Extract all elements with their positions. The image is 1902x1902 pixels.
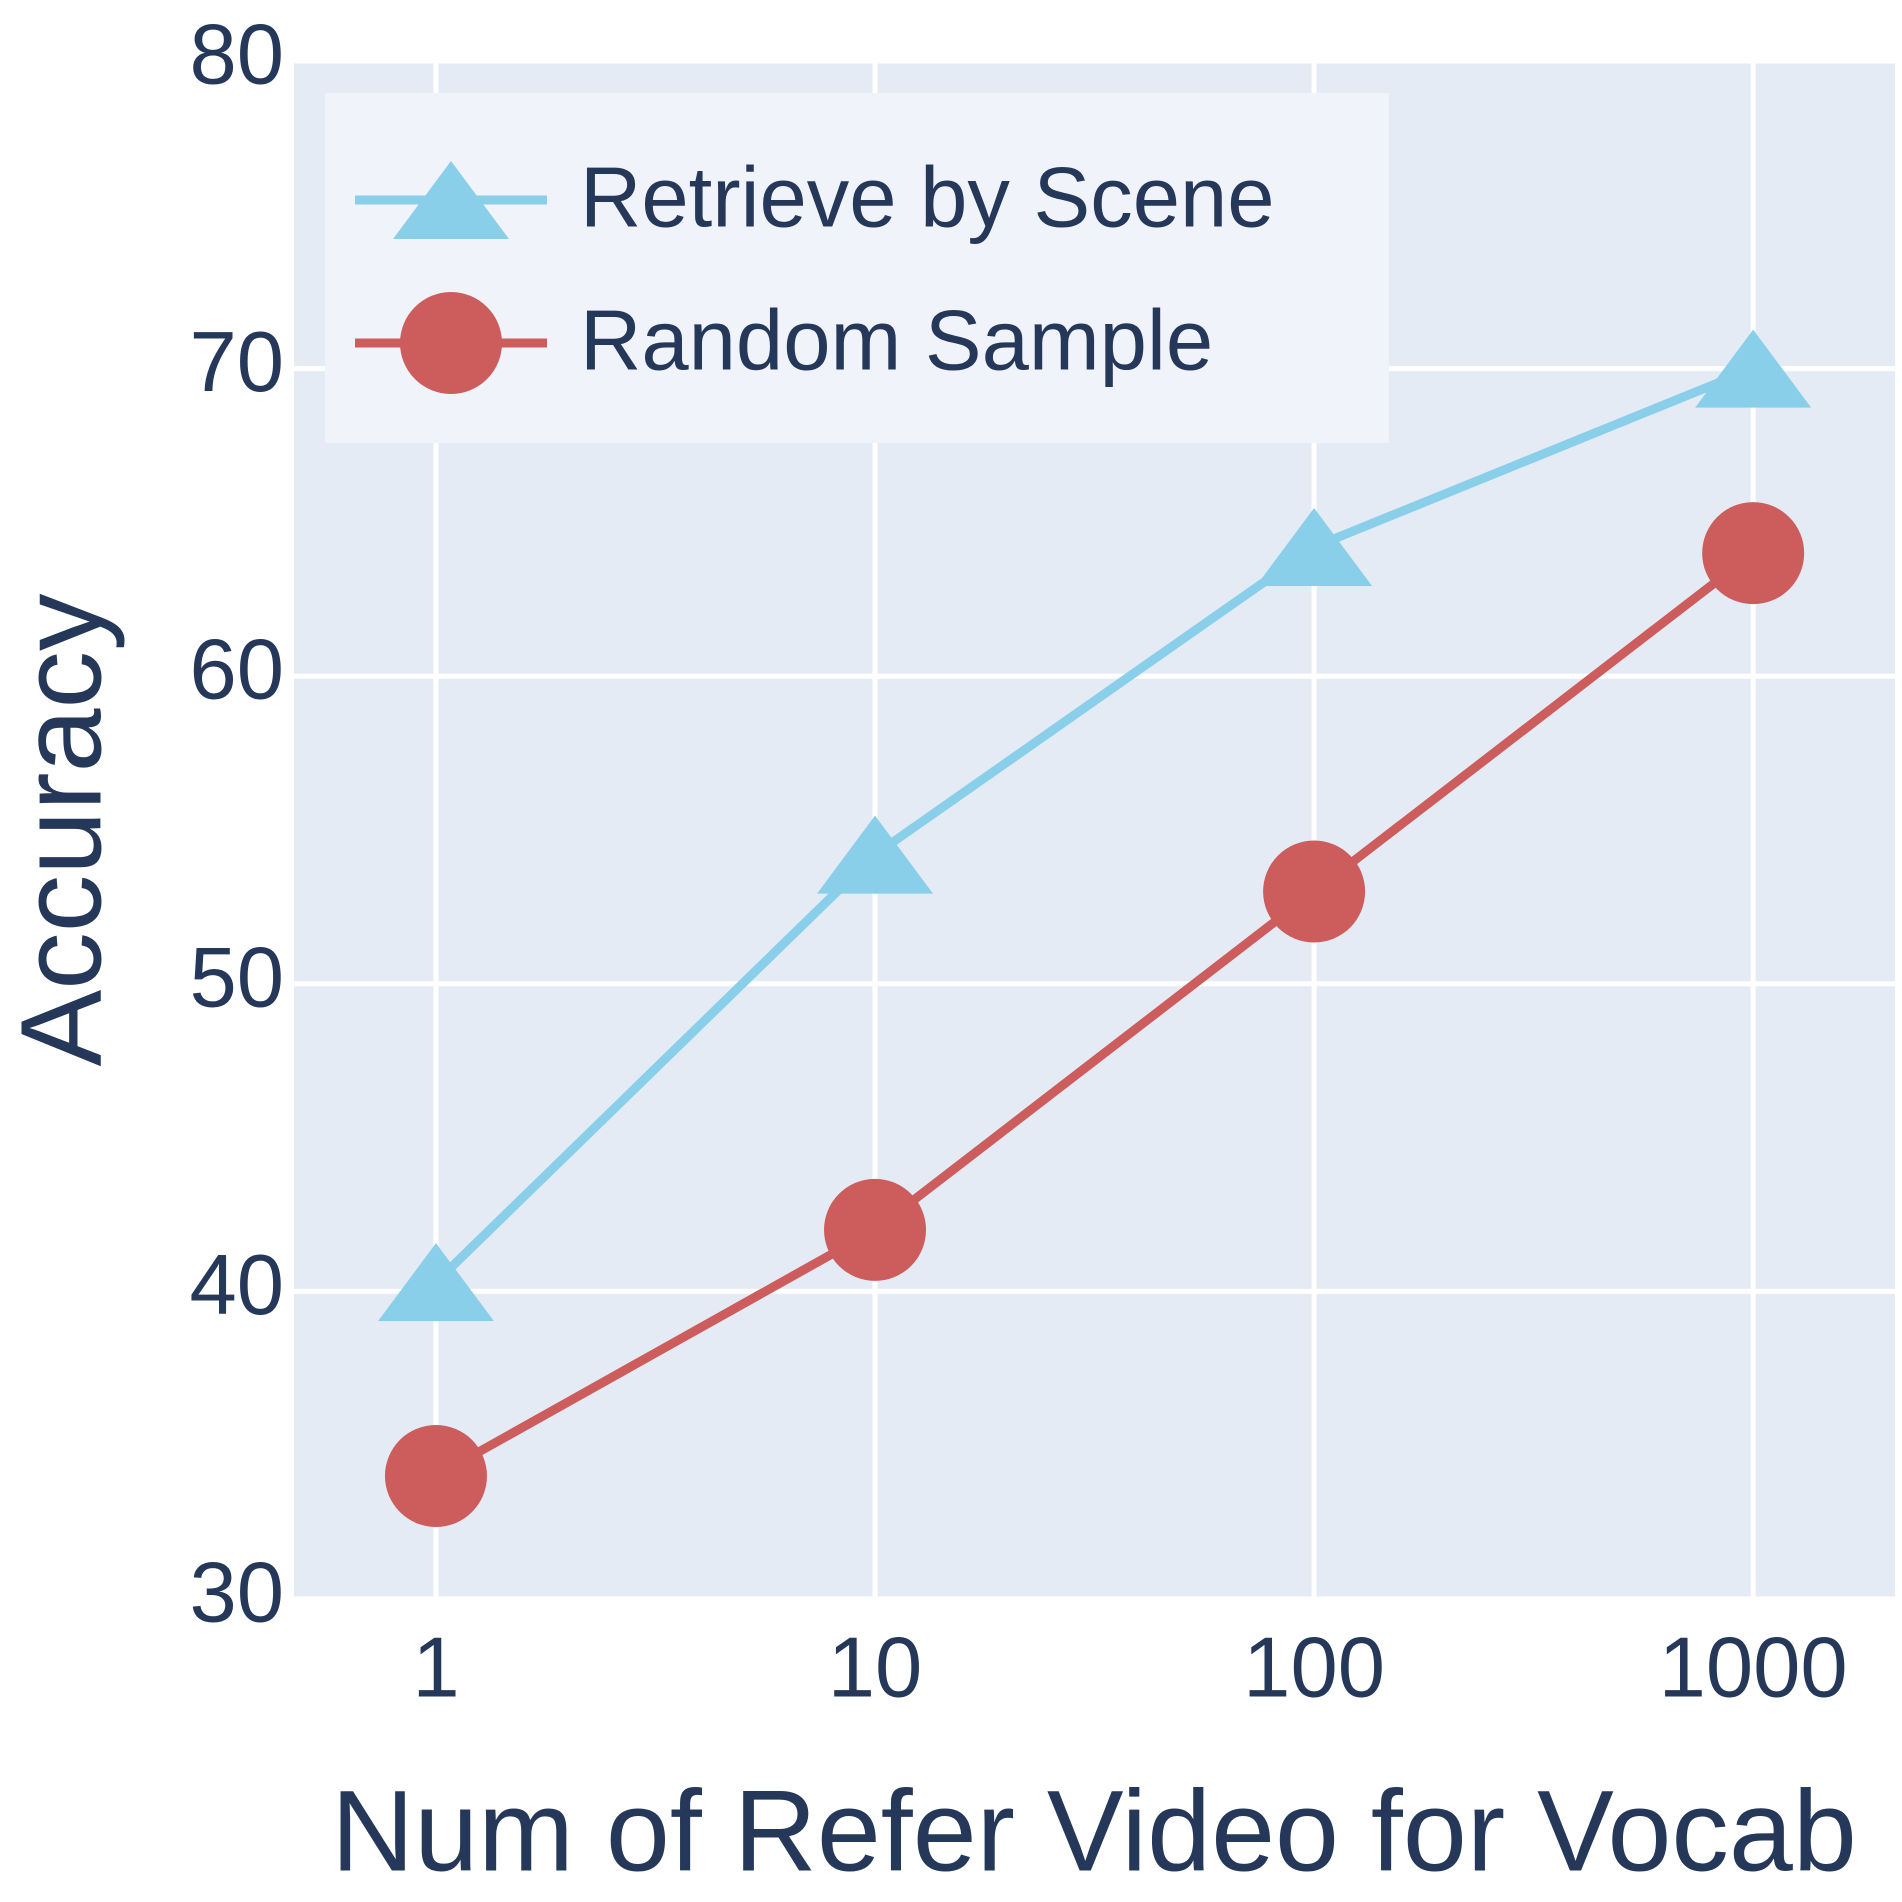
marker (1263, 840, 1366, 943)
x-tick-label: 1000 (1659, 1620, 1848, 1715)
x-tick-label: 100 (1243, 1620, 1385, 1715)
marker (384, 1424, 487, 1527)
legend-label: Retrieve by Scene (580, 150, 1275, 245)
x-tick-label: 1 (412, 1620, 459, 1715)
y-axis-label: Accuracy (0, 593, 125, 1066)
y-tick-label: 50 (189, 930, 284, 1025)
marker (817, 815, 934, 894)
marker (1256, 508, 1373, 587)
y-tick-label: 60 (189, 623, 284, 718)
legend-label: Random Sample (580, 293, 1213, 388)
marker (377, 1243, 494, 1322)
y-tick-label: 80 (189, 7, 284, 102)
x-tick-label: 10 (828, 1620, 923, 1715)
y-tick-label: 40 (189, 1238, 284, 1333)
y-tick-label: 30 (189, 1545, 284, 1640)
series-line (433, 549, 1756, 1480)
marker (1702, 502, 1805, 605)
marker (1695, 329, 1812, 408)
series-line (432, 364, 1755, 1286)
marker (824, 1178, 927, 1281)
legend-box (325, 93, 1389, 443)
legend-marker (400, 292, 502, 394)
x-axis-label: Num of Refer Video for Vocab (331, 1767, 1857, 1895)
legend-marker (393, 161, 509, 239)
y-tick-label: 70 (189, 315, 284, 410)
